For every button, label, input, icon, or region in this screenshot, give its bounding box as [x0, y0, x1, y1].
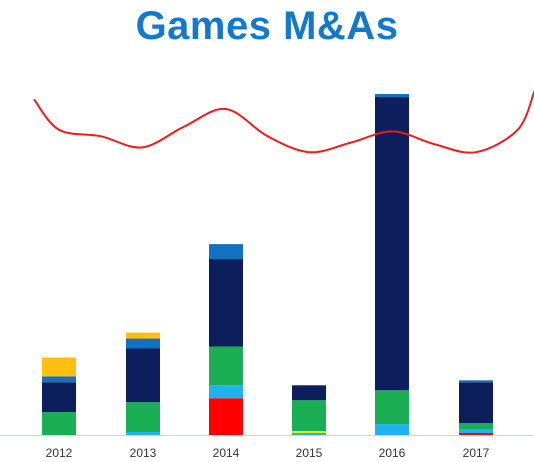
bar-segment-2015-s4 — [292, 385, 326, 401]
bar-segment-2013-s3 — [126, 402, 160, 433]
bar-segment-2012-s6 — [42, 357, 76, 377]
bar-segment-2012-s4 — [42, 382, 76, 413]
bars-group — [42, 93, 493, 435]
trend-line — [33, 90, 534, 154]
bar-segment-2012-s5 — [42, 376, 76, 383]
bar-segment-2017-s4 — [459, 382, 493, 424]
bar-segment-2017-s5 — [459, 380, 493, 383]
bar-segment-2016-s1 — [375, 424, 409, 435]
bar-segment-2016-s5 — [375, 93, 409, 97]
bar-segment-2014-s5 — [209, 244, 243, 260]
bar-segment-2013-s4 — [126, 348, 160, 403]
bar-segment-2015-s2 — [292, 431, 326, 434]
bar-segment-2014-s3 — [209, 346, 243, 386]
bar-segment-2016-s4 — [375, 96, 409, 391]
x-tick-labels: 2012 2013 2014 2015 2016 2017 — [46, 446, 490, 460]
bar-segment-2013-s1 — [126, 432, 160, 435]
bar-segment-2014-s1 — [209, 385, 243, 399]
x-tick-label: 2012 — [46, 446, 73, 460]
x-tick-label: 2016 — [379, 446, 406, 460]
bar-segment-2014-s0 — [209, 398, 243, 435]
x-tick-label: 2015 — [296, 446, 323, 460]
bar-segment-2012-s3 — [42, 412, 76, 435]
bar-segment-2013-s6 — [126, 332, 160, 339]
bar-segment-2017-s3 — [459, 423, 493, 430]
bar-segment-2016-s3 — [375, 390, 409, 425]
bar-segment-2014-s4 — [209, 259, 243, 347]
chart-title: Games M&As — [135, 4, 399, 48]
bar-segment-2017-s0 — [459, 433, 493, 435]
x-tick-label: 2014 — [213, 446, 240, 460]
x-tick-label: 2013 — [130, 446, 157, 460]
bar-segment-2015-s3 — [292, 400, 326, 432]
bar-segment-2013-s5 — [126, 338, 160, 349]
x-tick-label: 2017 — [463, 446, 490, 460]
bar-segment-2015-s1 — [292, 433, 326, 435]
bar-segment-2017-s1 — [459, 429, 493, 434]
